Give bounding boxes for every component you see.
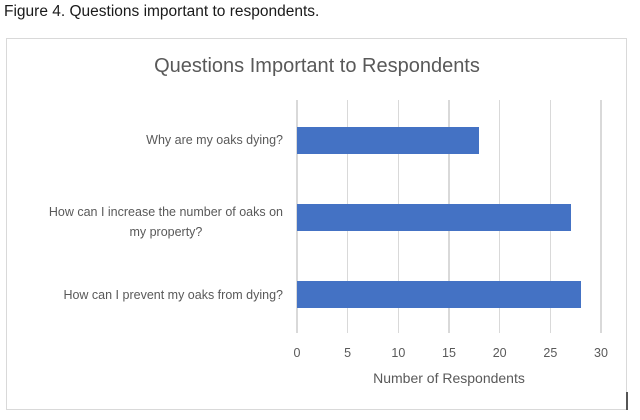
plot-area	[296, 100, 602, 333]
x-tick-label: 25	[543, 346, 558, 360]
figure-caption: Figure 4. Questions important to respond…	[4, 3, 320, 20]
chart-title: Questions Important to Respondents	[154, 55, 480, 77]
bar-2	[297, 281, 581, 308]
x-tick-label: 20	[492, 346, 507, 360]
bar-1	[297, 204, 571, 231]
gridline	[600, 100, 602, 333]
x-tick-label: 5	[344, 346, 352, 360]
x-tick-label: 10	[391, 346, 406, 360]
x-tick-label: 30	[594, 346, 608, 360]
x-axis-title: Number of Respondents	[373, 370, 525, 386]
frame-edge-mark	[626, 392, 628, 410]
category-label-1: How can I increase the number of oaks on…	[48, 205, 283, 239]
x-tick-label: 15	[442, 346, 456, 360]
x-tick-label: 0	[293, 346, 301, 360]
bar-0	[297, 127, 480, 154]
chart-frame	[6, 38, 627, 410]
category-label-0: Why are my oaks dying?	[146, 133, 283, 147]
category-label-2: How can I prevent my oaks from dying?	[63, 288, 283, 302]
